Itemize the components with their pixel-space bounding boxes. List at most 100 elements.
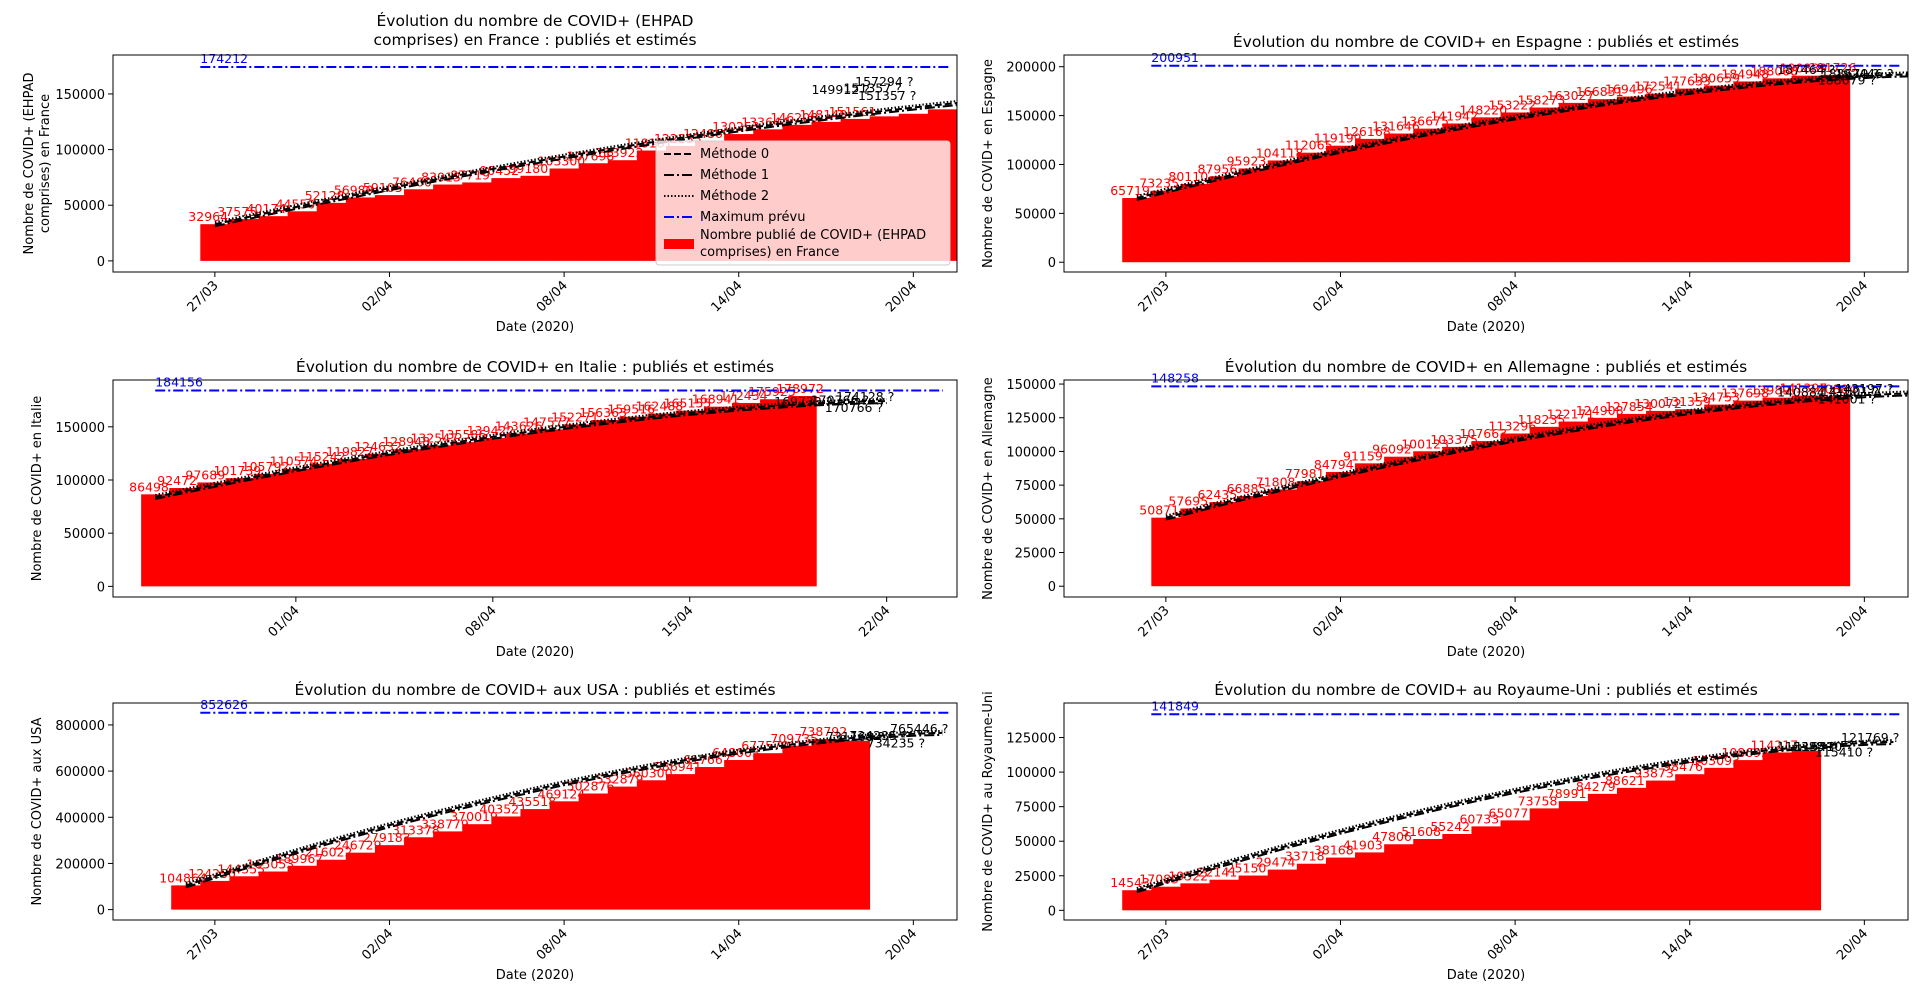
- bar-label: 177633: [1663, 74, 1711, 89]
- bar: [169, 487, 198, 587]
- x-tick-label: 20/04: [883, 278, 920, 315]
- bar: [1384, 844, 1414, 911]
- bar: [1733, 81, 1763, 263]
- bar: [1471, 441, 1501, 587]
- bar-label: 73235: [1139, 176, 1179, 191]
- bar: [520, 809, 550, 910]
- chart-title: Évolution du nombre de COVID+ (EHPAD: [377, 11, 694, 30]
- bar-label: 107698: [567, 148, 615, 163]
- bar: [1587, 417, 1618, 587]
- legend-entry-4: Nombre publié de COVID+ (EHPAD: [700, 228, 926, 243]
- bar: [1558, 102, 1589, 263]
- bar: [1762, 752, 1792, 911]
- bar-label: 163027: [1547, 88, 1595, 103]
- bar: [404, 837, 434, 910]
- bar: [462, 824, 492, 910]
- bar-label: 168941: [692, 392, 740, 407]
- bar-label: 148220: [1459, 102, 1507, 117]
- chart-title: Évolution du nombre de COVID+ aux USA : …: [294, 680, 775, 699]
- estimate-label: 141001 ?: [1818, 392, 1876, 407]
- bar: [1529, 107, 1560, 263]
- bar: [287, 865, 318, 910]
- bar-label: 105792: [242, 459, 290, 474]
- x-tick-label: 02/04: [1310, 926, 1347, 963]
- bar-label: 403521: [479, 801, 527, 816]
- y-axis-label: Nombre de COVID+ au Royaume-Uni: [981, 691, 996, 931]
- bar-label: 87956: [1198, 161, 1238, 176]
- chart-title: Évolution du nombre de COVID+ en Allemag…: [1225, 357, 1747, 376]
- maximum-label: 148258: [1151, 370, 1199, 385]
- bar-label: 156363: [579, 405, 627, 420]
- x-tick-label: 22/04: [856, 603, 893, 640]
- method-0-line: [214, 101, 957, 226]
- y-tick-label: 600000: [55, 765, 105, 780]
- bar: [1820, 396, 1851, 587]
- bar: [345, 852, 376, 910]
- y-axis-label: Nombre de COVID+ (EHPAD: [22, 73, 37, 255]
- bar-label: 435518: [508, 794, 556, 809]
- bar: [1267, 489, 1298, 587]
- bar-label: 279183: [363, 830, 411, 845]
- chart-title: comprises) en France : publiés et estimé…: [373, 31, 696, 49]
- bar-label: 143626: [495, 419, 543, 434]
- bar-label: 113922: [596, 145, 644, 160]
- bar-label: 32964: [188, 209, 228, 224]
- y-tick-label: 0: [97, 580, 105, 595]
- bar: [345, 197, 376, 261]
- bar: [287, 211, 318, 261]
- bar: [1762, 78, 1792, 263]
- bar: [619, 416, 648, 587]
- bar: [1355, 138, 1385, 263]
- bar-label: 47806: [1372, 829, 1412, 844]
- bar: [478, 438, 508, 587]
- method-0-line: [1136, 741, 1894, 892]
- bar-label: 191726: [1809, 60, 1857, 75]
- bar: [462, 182, 492, 261]
- maximum-label: 200951: [1151, 50, 1199, 65]
- x-tick-label: 08/04: [534, 278, 571, 315]
- bar-label: 175925: [748, 384, 796, 399]
- y-tick-label: 125000: [1006, 732, 1056, 747]
- bar: [506, 433, 536, 587]
- bar: [1209, 502, 1240, 587]
- x-tick-label: 01/04: [266, 603, 303, 640]
- bar-label: 84794: [1314, 457, 1354, 472]
- bar-label: 165155: [664, 396, 712, 411]
- estimate-label: 121769 ?: [1841, 730, 1899, 745]
- x-tick-label: 02/04: [1310, 278, 1347, 315]
- x-tick-label: 20/04: [1834, 278, 1871, 315]
- bar-label: 469124: [538, 786, 586, 801]
- bar: [591, 420, 620, 587]
- bar-label: 131646: [1372, 119, 1420, 134]
- bar: [229, 876, 259, 910]
- bar: [1325, 145, 1356, 263]
- bar: [171, 885, 201, 910]
- bar: [1355, 463, 1385, 587]
- y-tick-label: 0: [97, 255, 105, 270]
- bar: [374, 195, 405, 261]
- y-tick-label: 75000: [1015, 801, 1056, 816]
- y-axis-label: Nombre de COVID+ en Italie: [30, 396, 45, 582]
- x-tick-label: 08/04: [1485, 926, 1522, 963]
- bar-label: 738792: [799, 724, 847, 739]
- y-tick-label: 100000: [1006, 158, 1056, 173]
- bar: [703, 406, 733, 587]
- bar-label: 172434: [720, 388, 768, 403]
- legend-entry-3: Maximum prévu: [700, 210, 805, 225]
- bar: [1675, 409, 1705, 587]
- bar: [1238, 496, 1269, 587]
- bar-label: 122171: [1547, 407, 1595, 422]
- bar: [549, 801, 580, 910]
- bar: [1733, 400, 1763, 587]
- estimate-label: 734235 ?: [867, 736, 925, 751]
- bar: [1791, 75, 1822, 263]
- bar: [1180, 508, 1210, 587]
- bar: [1180, 183, 1210, 263]
- bar-label: 137698: [1721, 386, 1769, 401]
- bar: [258, 871, 289, 910]
- estimate-label: 157294 ?: [855, 74, 913, 89]
- bar-label: 66885: [1227, 481, 1267, 496]
- maximum-label: 184156: [155, 374, 203, 389]
- bar: [1413, 451, 1443, 587]
